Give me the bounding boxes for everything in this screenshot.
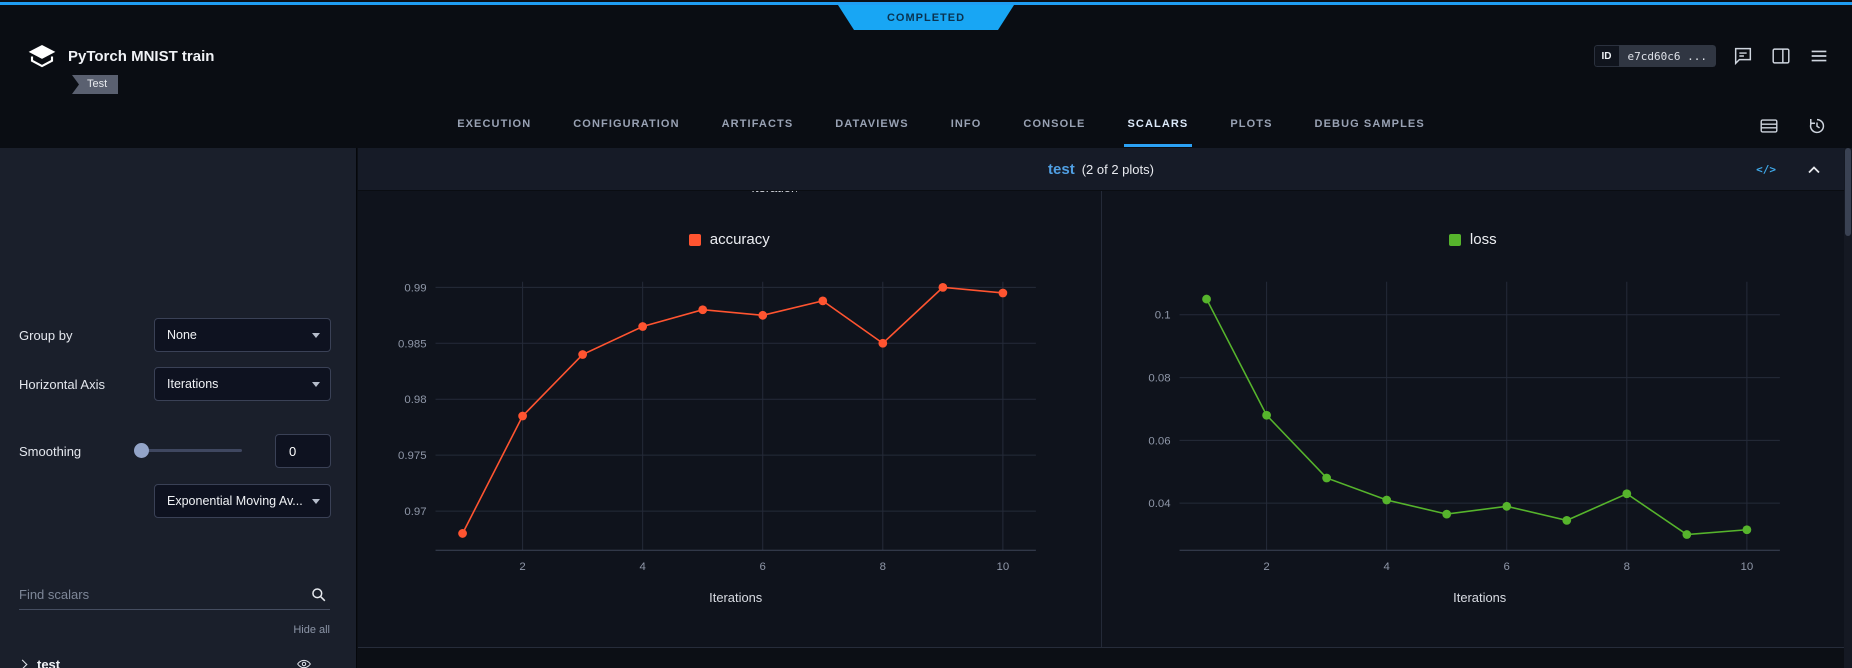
top-accent-bar — [0, 2, 1852, 5]
experiment-tag[interactable]: Test — [72, 75, 119, 94]
embed-code-icon[interactable]: </> — [1756, 163, 1776, 176]
svg-text:8: 8 — [1623, 561, 1629, 573]
svg-text:2: 2 — [519, 561, 525, 573]
smoothing-slider-handle[interactable] — [134, 443, 149, 458]
group-by-select[interactable]: None — [154, 318, 331, 352]
svg-text:0.98: 0.98 — [404, 394, 426, 406]
line-chart-loss[interactable]: 2 4 6 8 10 0.04 0.06 0.08 0.1 Iterations — [1102, 191, 1845, 647]
experiment-id-chip[interactable]: ID e7cd60c6 ... — [1593, 45, 1716, 67]
line-chart-accuracy[interactable]: 2 4 6 8 10 0.97 0.975 0.98 0.985 0.99 Iterations — [358, 191, 1101, 647]
tab-debug-samples[interactable]: DEBUG SAMPLES — [1314, 118, 1425, 130]
svg-text:0.08: 0.08 — [1148, 373, 1170, 385]
svg-text:0.06: 0.06 — [1148, 435, 1170, 447]
menu-icon[interactable] — [1808, 45, 1830, 67]
eye-icon[interactable] — [293, 656, 315, 668]
scalars-sidebar: Group by None Horizontal Axis Iterations… — [0, 148, 357, 668]
svg-text:2: 2 — [1263, 561, 1269, 573]
status-ribbon: COMPLETED — [838, 5, 1014, 30]
group-by-label: Group by — [19, 328, 73, 343]
hide-all-link[interactable]: Hide all — [293, 624, 330, 636]
svg-text:6: 6 — [1503, 561, 1509, 573]
svg-text:Iterations: Iterations — [1453, 590, 1506, 605]
vertical-scrollbar[interactable] — [1844, 148, 1852, 668]
scalar-search — [19, 580, 330, 610]
search-input[interactable] — [19, 580, 330, 609]
status-label: COMPLETED — [886, 11, 966, 24]
smoothing-value-input[interactable] — [275, 434, 331, 468]
horizontal-axis-value: Iterations — [167, 377, 219, 391]
svg-text:4: 4 — [639, 561, 646, 573]
svg-text:4: 4 — [1383, 561, 1390, 573]
search-icon[interactable] — [309, 585, 328, 604]
chart-title: accuracy — [709, 231, 770, 248]
chart-title: loss — [1469, 231, 1497, 248]
horizontal-axis-select[interactable]: Iterations — [154, 367, 331, 401]
smoothing-label: Smoothing — [19, 444, 82, 459]
tab-artifacts[interactable]: ARTIFACTS — [721, 118, 794, 130]
svg-text:Iterations: Iterations — [709, 590, 762, 605]
collapse-icon[interactable] — [1806, 162, 1822, 178]
chart-header: loss — [1102, 231, 1845, 248]
tab-plots[interactable]: PLOTS — [1230, 118, 1273, 130]
plot-group-header: test (2 of 2 plots) </> — [358, 148, 1844, 191]
svg-text:8: 8 — [880, 561, 886, 573]
chart-card-accuracy: Iterations accuracy 2 4 6 8 10 0.97 0.975 0.98 0… — [358, 191, 1101, 647]
group-by-value: None — [167, 328, 197, 342]
legend-swatch[interactable] — [1448, 233, 1461, 246]
tab-configuration[interactable]: CONFIGURATION — [573, 118, 680, 130]
scalars-content: test (2 of 2 plots) </> Iterations accur… — [358, 148, 1852, 668]
smoothing-slider[interactable] — [134, 443, 242, 458]
chart-header: accuracy — [358, 231, 1101, 248]
chevron-right-icon — [17, 659, 28, 668]
chevron-down-icon — [312, 381, 320, 387]
experiment-title: PyTorch MNIST train — [68, 48, 215, 65]
metric-label: test — [37, 656, 61, 668]
chevron-down-icon — [312, 332, 320, 338]
id-label: ID — [1593, 45, 1619, 67]
tab-console[interactable]: CONSOLE — [1023, 118, 1086, 130]
svg-text:0.97: 0.97 — [404, 506, 426, 518]
plots-group: Iterations accuracy 2 4 6 8 10 0.97 0.975 0.98 0… — [358, 191, 1844, 648]
layout-panel-icon[interactable] — [1770, 45, 1792, 67]
plot-group-actions: </> — [1756, 148, 1822, 191]
experiment-tabs: EXECUTION CONFIGURATION ARTIFACTS DATAVI… — [0, 101, 1852, 153]
svg-text:0.99: 0.99 — [404, 282, 426, 294]
svg-text:0.1: 0.1 — [1154, 310, 1170, 322]
legend-swatch[interactable] — [688, 233, 701, 246]
svg-text:6: 6 — [760, 561, 766, 573]
tab-info[interactable]: INFO — [950, 118, 982, 130]
tabbar-actions — [1758, 115, 1828, 137]
svg-text:0.975: 0.975 — [398, 450, 427, 462]
clearml-logo[interactable] — [26, 41, 58, 73]
comment-icon[interactable] — [1732, 45, 1754, 67]
horizontal-axis-label: Horizontal Axis — [19, 377, 105, 392]
tab-scalars[interactable]: SCALARS — [1123, 101, 1193, 153]
table-view-icon[interactable] — [1758, 115, 1780, 137]
svg-text:0.985: 0.985 — [398, 338, 427, 350]
id-value: e7cd60c6 ... — [1618, 45, 1716, 67]
clipped-plot-remnant: Iterations — [751, 191, 797, 195]
plot-group-title[interactable]: test — [1048, 160, 1075, 178]
app-chrome: PyTorch MNIST train Test ID e7cd60c6 ...… — [0, 5, 1852, 148]
tab-execution[interactable]: EXECUTION — [457, 118, 532, 130]
plot-group-count: (2 of 2 plots) — [1081, 161, 1154, 177]
smoothing-method-value: Exponential Moving Av... — [167, 494, 303, 508]
svg-text:10: 10 — [1740, 561, 1753, 573]
header-actions: ID e7cd60c6 ... — [1593, 45, 1830, 67]
svg-text:0.04: 0.04 — [1148, 498, 1171, 510]
metric-group-test[interactable]: test — [0, 646, 356, 668]
tab-dataviews[interactable]: DATAVIEWS — [835, 118, 909, 130]
history-icon[interactable] — [1806, 115, 1828, 137]
chart-card-loss: loss 2 4 6 8 10 0.04 0.06 0.08 0.1 Iterations — [1100, 191, 1845, 647]
chevron-down-icon — [312, 498, 320, 504]
svg-text:10: 10 — [997, 561, 1010, 573]
smoothing-method-select[interactable]: Exponential Moving Av... — [154, 484, 331, 518]
scrollbar-thumb[interactable] — [1845, 148, 1851, 236]
